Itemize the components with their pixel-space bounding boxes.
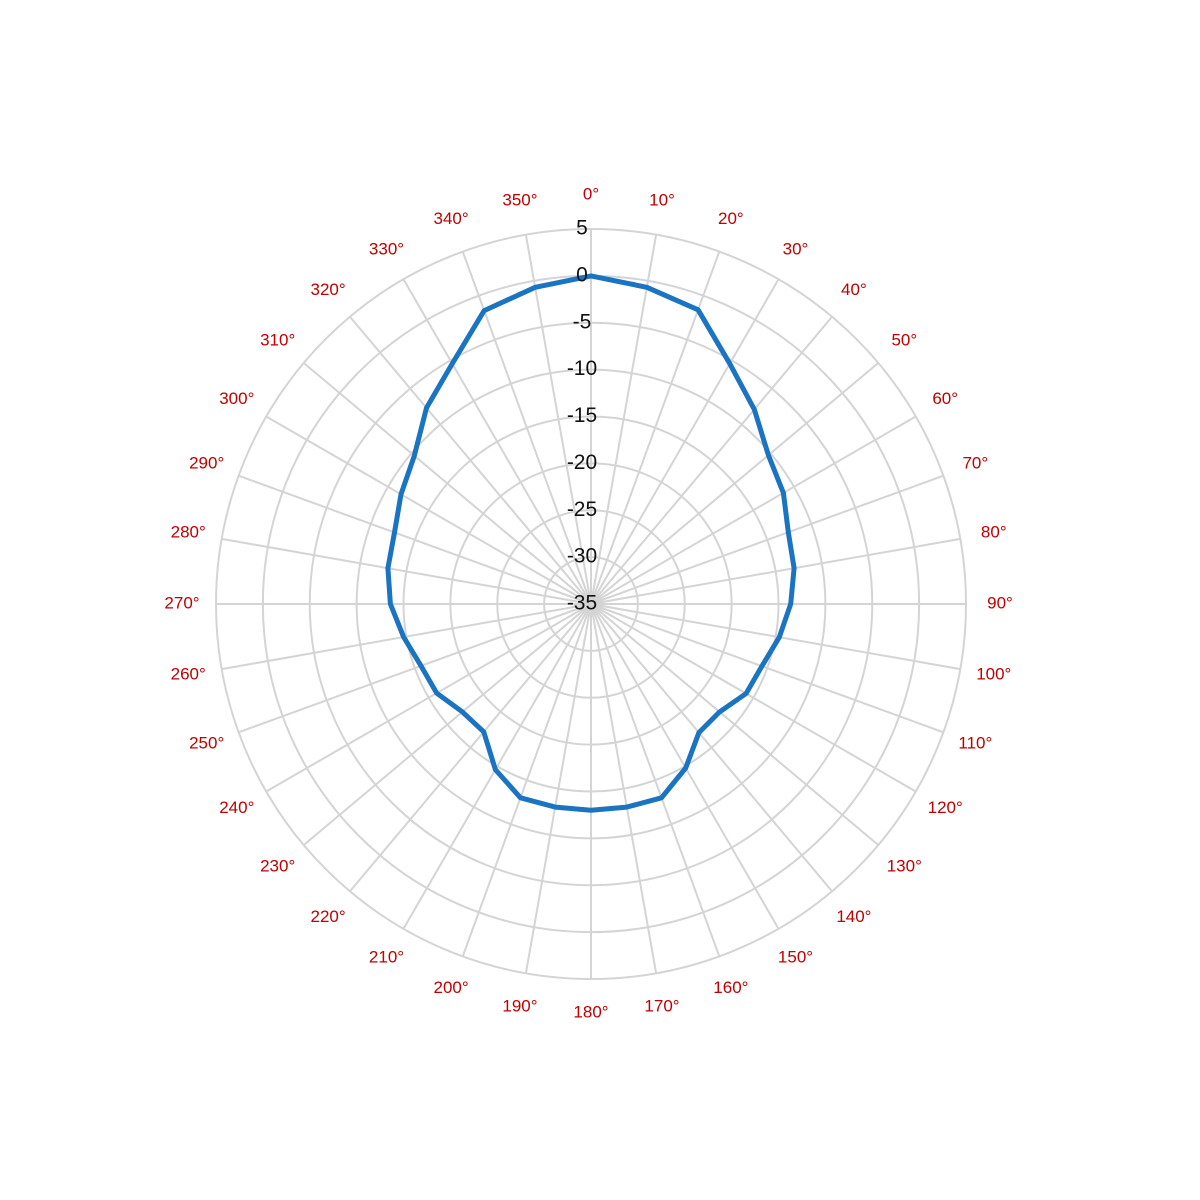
grid-spoke	[590, 415, 917, 605]
radial-tick-label: -30	[567, 545, 597, 568]
radial-tick-label: -5	[573, 310, 592, 333]
grid-spoke	[590, 316, 833, 605]
grid-spoke	[349, 603, 592, 892]
grid-spoke	[590, 603, 879, 846]
angle-label: 140°	[836, 907, 871, 926]
grid-spoke	[590, 603, 721, 957]
angle-label: 210°	[369, 948, 404, 967]
angle-label: 280°	[171, 522, 206, 541]
grid-spoke	[590, 603, 658, 974]
angle-label: 90°	[987, 593, 1013, 612]
grid-spoke	[265, 603, 592, 793]
angle-label: 220°	[311, 907, 346, 926]
grid-spoke	[265, 415, 592, 605]
angle-label: 100°	[976, 665, 1011, 684]
angle-label: 30°	[783, 239, 809, 258]
radial-tick-label: -20	[567, 451, 597, 474]
grid-spoke	[402, 603, 592, 930]
grid-spoke	[238, 474, 592, 605]
grid-spoke	[303, 362, 592, 605]
radial-tick-label: 0	[576, 263, 588, 286]
angle-label: 70°	[962, 454, 988, 473]
radial-tick-label: -15	[567, 404, 597, 427]
radial-tick-label: -25	[567, 498, 597, 521]
angle-label: 180°	[573, 1002, 608, 1021]
angle-label: 150°	[778, 948, 813, 967]
grid-spoke	[221, 537, 592, 605]
angle-label: 230°	[260, 856, 295, 875]
angle-label: 330°	[369, 239, 404, 258]
angle-label: 350°	[502, 191, 537, 210]
grid-spoke	[402, 278, 592, 605]
grid-spoke	[590, 537, 961, 605]
grid-spoke	[461, 603, 592, 957]
grid-spoke	[590, 603, 944, 734]
pattern-line	[385, 273, 797, 813]
radial-tick-label: 5	[576, 217, 588, 240]
angle-label: 170°	[644, 996, 679, 1015]
radial-tick-label: -10	[567, 357, 597, 380]
grid-spoke	[349, 316, 592, 605]
angle-label: 130°	[887, 856, 922, 875]
angle-label: 290°	[189, 454, 224, 473]
grid-spoke	[590, 603, 961, 671]
grid-spoke	[524, 234, 592, 605]
grid-spoke	[524, 603, 592, 974]
angle-label: 110°	[958, 733, 992, 752]
angle-label: 320°	[311, 280, 346, 299]
angle-label: 340°	[434, 209, 469, 228]
angle-label: 270°	[164, 593, 199, 612]
angle-label: 260°	[171, 665, 206, 684]
grid-spoke	[590, 474, 944, 605]
grid-spoke	[590, 234, 658, 605]
angle-label: 300°	[219, 389, 254, 408]
grid-spoke	[590, 603, 917, 793]
angle-label: 10°	[649, 191, 675, 210]
grid-spoke	[590, 362, 879, 605]
angle-label: 190°	[502, 996, 537, 1015]
angle-label: 160°	[713, 978, 748, 997]
grid-spoke	[238, 603, 592, 734]
angle-label: 120°	[928, 798, 963, 817]
angle-label: 60°	[932, 389, 958, 408]
radial-tick-label: -35	[567, 592, 597, 615]
angle-label: 20°	[718, 209, 744, 228]
grid-spoke	[303, 603, 592, 846]
grid-spoke	[221, 603, 592, 671]
angle-label: 50°	[891, 331, 917, 350]
angle-label: 240°	[219, 798, 254, 817]
grid-spoke	[590, 603, 833, 892]
angle-label: 80°	[981, 522, 1007, 541]
angle-label: 200°	[434, 978, 469, 997]
angle-label: 250°	[189, 733, 224, 752]
angle-label: 40°	[841, 280, 867, 299]
grid-spoke	[590, 278, 780, 605]
angle-label: 310°	[260, 331, 295, 350]
angle-label: 0°	[583, 184, 599, 203]
